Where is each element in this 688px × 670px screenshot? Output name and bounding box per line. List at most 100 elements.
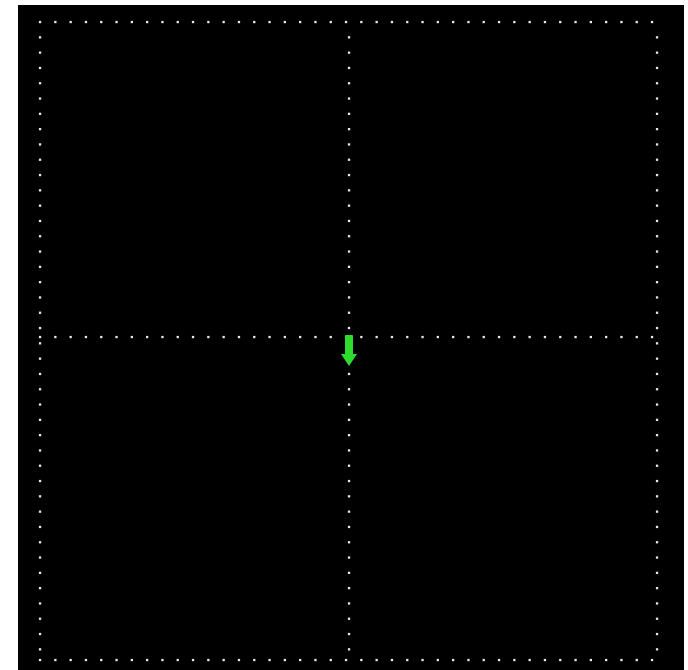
grid-dot-row-2 <box>69 658 72 662</box>
grid-dot-col-0 <box>38 250 42 253</box>
grid-dot-col-2 <box>655 464 659 467</box>
grid-dot-col-2 <box>655 311 659 314</box>
grid-dot-col-0 <box>38 388 42 391</box>
grid-dot-row-1 <box>421 335 424 339</box>
grid-dot-row-0 <box>482 20 485 24</box>
grid-dot-row-0 <box>54 20 57 24</box>
grid-dot-row-2 <box>344 658 348 662</box>
grid-dot-col-0 <box>38 403 42 406</box>
grid-dot-row-0 <box>115 20 118 24</box>
grid-dot-col-1 <box>347 571 351 574</box>
grid-dot-row-2 <box>528 658 531 662</box>
grid-dot-col-2 <box>655 235 659 238</box>
grid-dot-col-1 <box>347 235 351 238</box>
grid-dot-col-0 <box>38 434 42 437</box>
grid-dot-row-2 <box>283 658 286 662</box>
player-arrow-icon[interactable] <box>341 335 357 366</box>
grid-dot-row-1 <box>635 335 638 339</box>
grid-dot-col-2 <box>655 173 659 177</box>
grid-dot-col-2 <box>655 189 659 192</box>
grid-dot-row-2 <box>161 658 164 662</box>
grid-dot-col-0 <box>38 296 42 299</box>
grid-dot-col-0 <box>38 342 42 345</box>
grid-dot-row-0 <box>314 20 317 24</box>
grid-dot-col-2 <box>655 372 659 376</box>
grid-dot-col-2 <box>655 36 659 39</box>
grid-dot-col-1 <box>347 112 351 115</box>
grid-dot-col-0 <box>38 525 42 529</box>
game-board[interactable] <box>18 5 684 670</box>
grid-dot-col-1 <box>347 602 351 605</box>
grid-dot-row-2 <box>237 658 241 662</box>
grid-dot-row-2 <box>115 658 118 662</box>
grid-dot-row-2 <box>620 658 623 662</box>
grid-dot-row-0 <box>436 20 439 24</box>
grid-dot-col-1 <box>347 326 351 330</box>
grid-dot-col-0 <box>38 128 42 131</box>
grid-dot-row-1 <box>207 335 210 339</box>
grid-dot-row-0 <box>100 20 103 24</box>
grid-dot-row-1 <box>130 335 133 339</box>
grid-dot-col-1 <box>347 158 351 161</box>
grid-dot-row-0 <box>589 20 592 24</box>
grid-dot-col-2 <box>655 418 659 421</box>
grid-dot-col-0 <box>38 235 42 238</box>
grid-dot-col-2 <box>655 541 659 544</box>
grid-dot-row-1 <box>54 335 57 339</box>
grid-dot-col-2 <box>655 556 659 559</box>
grid-dot-row-2 <box>605 658 608 662</box>
grid-dot-row-1 <box>360 335 363 339</box>
grid-dot-col-1 <box>347 541 351 544</box>
grid-dot-row-0 <box>237 20 241 24</box>
grid-dot-row-0 <box>207 20 210 24</box>
grid-dot-row-2 <box>635 658 638 662</box>
grid-dot-col-1 <box>347 372 351 376</box>
grid-dot-col-1 <box>347 219 351 223</box>
grid-dot-row-1 <box>650 335 654 339</box>
dotted-grid <box>38 20 659 662</box>
grid-dot-row-0 <box>513 20 516 24</box>
grid-dot-row-0 <box>191 20 195 24</box>
grid-dot-col-2 <box>655 219 659 223</box>
grid-dot-row-0 <box>283 20 286 24</box>
grid-dot-row-2 <box>390 658 394 662</box>
grid-dot-col-2 <box>655 495 659 498</box>
grid-dot-row-1 <box>543 335 547 339</box>
grid-dot-row-1 <box>176 335 179 339</box>
grid-dot-col-2 <box>655 648 659 651</box>
grid-dot-row-1 <box>497 335 501 339</box>
grid-dot-row-1 <box>314 335 317 339</box>
grid-dot-row-2 <box>436 658 439 662</box>
grid-dot-row-1 <box>237 335 241 339</box>
grid-dot-col-1 <box>347 128 351 131</box>
grid-dot-row-1 <box>283 335 286 339</box>
grid-dot-col-0 <box>38 449 42 452</box>
grid-dot-col-2 <box>655 66 659 70</box>
grid-dot-col-1 <box>347 403 351 406</box>
grid-dot-col-0 <box>38 112 42 115</box>
grid-dot-col-2 <box>655 128 659 131</box>
grid-dot-row-0 <box>344 20 348 24</box>
grid-dot-row-0 <box>176 20 179 24</box>
grid-dot-row-2 <box>100 658 103 662</box>
grid-dot-row-1 <box>161 335 164 339</box>
grid-dot-col-0 <box>38 189 42 192</box>
grid-dot-row-2 <box>467 658 470 662</box>
grid-dot-row-1 <box>513 335 516 339</box>
grid-dot-col-0 <box>38 495 42 498</box>
grid-dot-col-0 <box>38 556 42 559</box>
grid-dot-row-1 <box>253 335 256 339</box>
grid-dot-row-0 <box>543 20 547 24</box>
grid-dot-col-0 <box>38 82 42 85</box>
grid-dot-row-2 <box>513 658 516 662</box>
grid-dot-row-1 <box>268 335 271 339</box>
grid-dot-row-0 <box>375 20 378 24</box>
grid-dot-row-2 <box>452 658 455 662</box>
grid-dot-row-2 <box>146 658 149 662</box>
grid-dot-col-1 <box>347 36 351 39</box>
grid-dot-col-1 <box>347 632 351 636</box>
grid-dots <box>38 20 659 662</box>
grid-dot-row-1 <box>115 335 118 339</box>
grid-dot-row-0 <box>360 20 363 24</box>
grid-dot-row-1 <box>329 335 332 339</box>
